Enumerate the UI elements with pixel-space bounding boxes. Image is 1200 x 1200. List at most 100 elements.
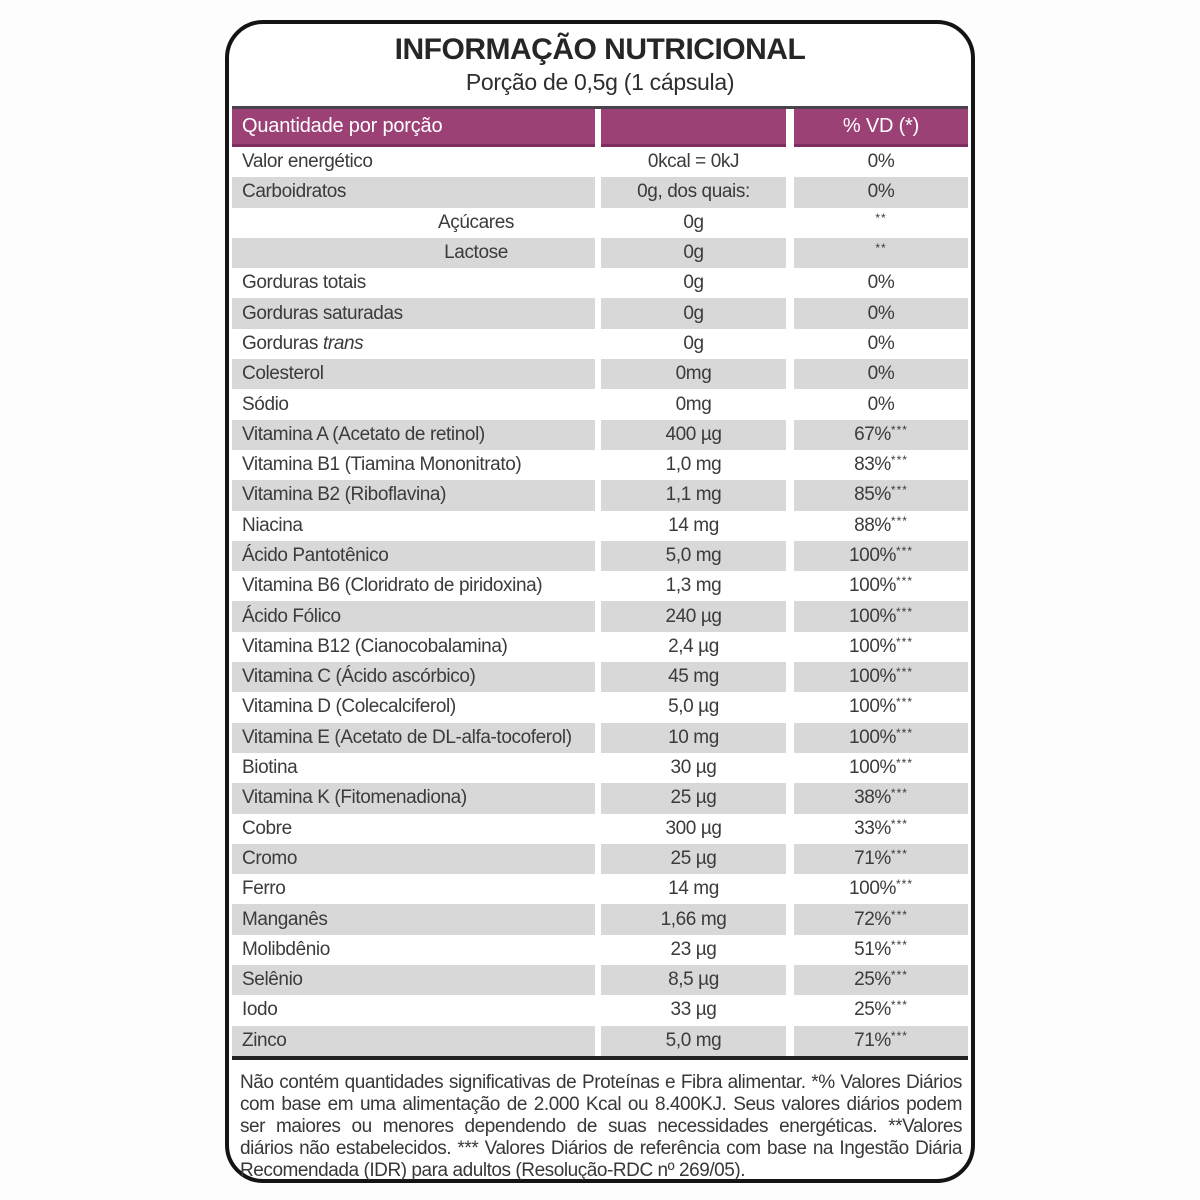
nutrient-name-cell: Molibdênio [232, 935, 595, 965]
nutrient-label: Gorduras saturadas [242, 302, 403, 324]
daily-value-cell: 0% [794, 298, 968, 329]
daily-value-cell: 0% [794, 268, 968, 298]
nutrient-label: Ácido Pantotênico [242, 545, 389, 566]
nutrient-label: Valor energético [242, 151, 373, 173]
daily-value-cell: 71% *** [794, 1025, 968, 1056]
column-gap [786, 480, 794, 510]
column-gap [786, 692, 794, 722]
nutrient-label: Vitamina K (Fitomenadiona) [242, 787, 467, 809]
nutrient-name-cell: Sódio [232, 389, 595, 419]
daily-value-percent: 38% [854, 787, 891, 809]
daily-value-cell: ** [875, 210, 887, 225]
nutrient-name-cell: Vitamina B6 (Cloridrato de piridoxina) [232, 571, 595, 601]
column-gap [786, 662, 794, 692]
table-row: Vitamina B6 (Cloridrato de piridoxina) 1… [232, 571, 968, 601]
column-gap [786, 1026, 794, 1056]
daily-value-percent: 71% [854, 1029, 891, 1051]
table-row: Valor energético 0kcal = 0kJ 0% [232, 147, 968, 177]
amount-cell: 0g [683, 332, 704, 354]
daily-value-cell: 25% *** [854, 998, 908, 1021]
table-row: Vitamina K (Fitomenadiona) 25 µg 38% *** [232, 783, 968, 814]
header-daily-value: % VD (*) [794, 109, 968, 147]
table-row: Açúcares 0g ** [232, 208, 968, 238]
nutrient-label: Cobre [242, 817, 292, 839]
amount-cell: 0kcal = 0kJ [647, 151, 740, 173]
nutrient-name-cell: Ácido Pantotênico [232, 540, 595, 572]
amount-cell: 0g [683, 272, 704, 294]
column-gap [786, 208, 794, 238]
daily-value-percent: 71% [854, 847, 891, 869]
daily-value-cell: 0% [794, 359, 968, 390]
daily-value-cell: 100% *** [848, 756, 913, 779]
nutrient-label: Biotina [242, 757, 298, 779]
column-gap [786, 814, 794, 844]
daily-value-percent: 100% [848, 666, 896, 688]
amount-cell: 1,1 mg [601, 480, 786, 511]
column-gap [786, 147, 794, 177]
nutrient-label: Vitamina A (Acetato de retinol) [242, 423, 485, 445]
nutrient-label: Vitamina B2 (Riboflavina) [242, 484, 447, 506]
daily-value-percent: 72% [854, 908, 891, 930]
daily-value-cell: 100% *** [794, 662, 968, 693]
daily-value-cell: 100% *** [794, 540, 968, 572]
table-row: Vitamina A (Acetato de retinol) 400 µg 6… [232, 419, 968, 450]
daily-value-percent: 100% [848, 696, 896, 718]
nutrient-label: Selênio [242, 969, 303, 991]
nutrient-label: Cromo [242, 847, 298, 869]
amount-cell: 400 µg [601, 419, 786, 450]
daily-value-cell: 0% [794, 147, 968, 177]
amount-cell: 5,0 µg [668, 696, 719, 718]
nutrient-label-italic: trans [323, 332, 364, 354]
amount-cell: 8,5 µg [601, 965, 786, 996]
column-gap [786, 995, 794, 1025]
table-row: Cromo 25 µg 71% *** [232, 843, 968, 875]
nutrient-label: Lactose [444, 242, 508, 264]
amount-cell: 45 mg [601, 662, 786, 693]
column-gap [786, 783, 794, 813]
daily-value-percent: 51% [854, 938, 891, 960]
column-gap [786, 420, 794, 450]
table-row: Gorduras totais 0g 0% [232, 268, 968, 298]
nutrient-name-cell: Vitamina B2 (Riboflavina) [232, 480, 595, 511]
daily-value-cell: 33% *** [854, 816, 908, 839]
daily-value-cell: 100% *** [848, 574, 913, 597]
nutrient-name-cell: Ácido Fólico [232, 601, 595, 632]
daily-value-cell: 0% [794, 177, 968, 208]
amount-cell: 0mg [675, 393, 712, 415]
column-gap [786, 389, 794, 419]
column-gap [786, 450, 794, 480]
amount-cell: 1,66 mg [601, 904, 786, 935]
table-row: Ácido Pantotênico 5,0 mg 100% *** [232, 540, 968, 572]
nutrient-name-cell: Vitamina E (Acetato de DL-alfa-tocoferol… [232, 722, 595, 753]
daily-value-percent: 67% [854, 423, 891, 445]
daily-value-percent: 100% [848, 635, 896, 657]
nutrient-label: Sódio [242, 393, 289, 415]
column-gap [786, 298, 794, 328]
daily-value-percent: 88% [854, 514, 891, 536]
column-gap [786, 935, 794, 965]
daily-value-cell: 67% *** [794, 419, 968, 450]
daily-value-percent: 0% [867, 393, 895, 415]
table-row: Zinco 5,0 mg 71% *** [232, 1025, 968, 1056]
nutrient-label: Iodo [242, 999, 278, 1021]
daily-value-percent: 0% [867, 272, 895, 294]
amount-cell: 1,0 mg [665, 454, 722, 476]
nutrient-name-cell: Vitamina B12 (Cianocobalamina) [232, 632, 595, 662]
table-row: Selênio 8,5 µg 25% *** [232, 965, 968, 996]
daily-value-cell: 100% *** [848, 695, 913, 718]
amount-cell: 5,0 mg [601, 540, 786, 572]
daily-value-cell: 51% *** [854, 937, 908, 960]
column-gap [786, 238, 794, 268]
column-gap [786, 601, 794, 631]
nutrient-name-cell: Valor energético [232, 147, 595, 177]
column-gap [786, 359, 794, 389]
daily-value-cell: 83% *** [854, 453, 908, 476]
table-header-row: Quantidade por porção % VD (*) [232, 106, 968, 147]
nutrient-label: Vitamina C (Ácido ascórbico) [242, 666, 476, 688]
daily-value-percent: 0% [867, 181, 895, 203]
nutrient-name-cell: Niacina [232, 511, 595, 541]
nutrient-label: Açúcares [437, 211, 514, 233]
daily-value-percent: 0% [867, 302, 895, 324]
nutrient-name-cell: Colesterol [232, 359, 595, 390]
